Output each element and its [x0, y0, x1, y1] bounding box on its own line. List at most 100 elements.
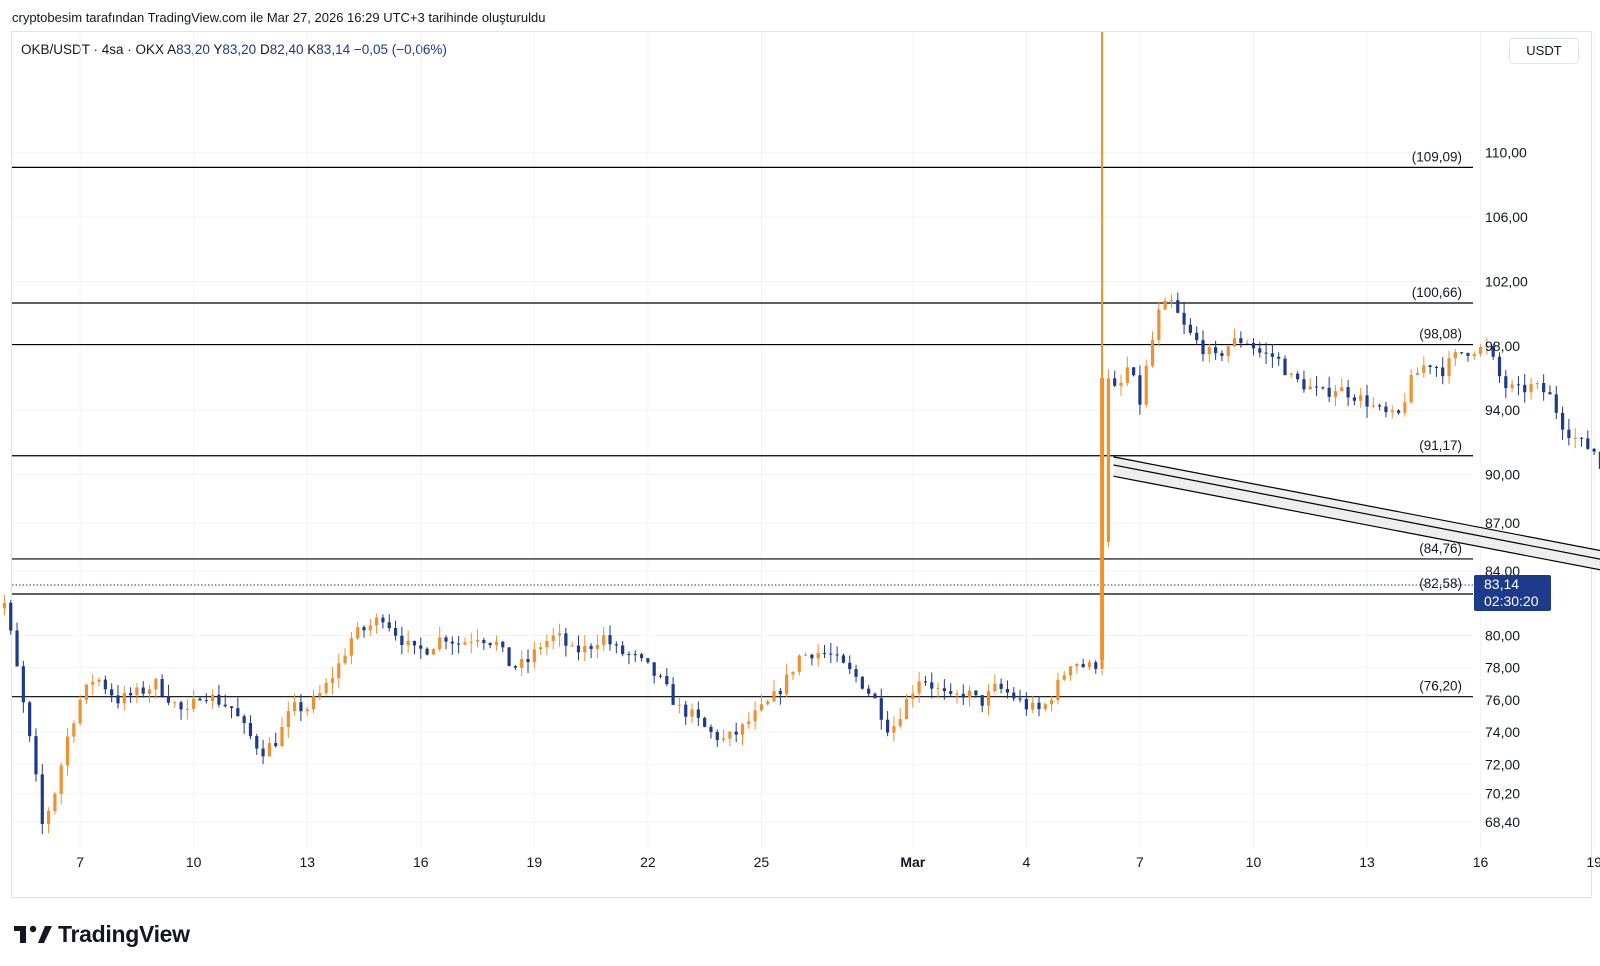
- candle-body: [1478, 347, 1483, 354]
- low-label: D: [259, 42, 270, 57]
- y-tick-label: 78,00: [1485, 660, 1520, 676]
- candle-body: [173, 702, 177, 704]
- candle-body: [154, 678, 158, 690]
- candle-body: [816, 652, 820, 659]
- currency-button[interactable]: USDT: [1509, 38, 1579, 64]
- candle-body: [690, 709, 694, 717]
- level-label: (91,17): [1419, 438, 1462, 453]
- candle-body: [967, 690, 972, 698]
- low-value: 82,40: [269, 42, 304, 57]
- candle-body: [318, 692, 322, 697]
- candle-body: [564, 633, 568, 646]
- channel-fill: [1113, 456, 1600, 570]
- candle-body: [1308, 386, 1312, 390]
- candle-body: [381, 617, 385, 623]
- candle-body: [696, 709, 700, 718]
- candle-body: [261, 748, 265, 757]
- candle-body: [324, 682, 328, 693]
- candle-body: [1119, 382, 1123, 386]
- y-tick-label: 72,00: [1485, 756, 1520, 772]
- y-tick-label: 102,00: [1485, 273, 1528, 289]
- candle-body: [652, 662, 656, 676]
- candle-body: [892, 726, 896, 733]
- descending-channel: [1113, 456, 1600, 571]
- candle-body: [602, 635, 606, 645]
- candle-body: [1523, 384, 1527, 393]
- level-label: (100,66): [1412, 285, 1462, 300]
- candle-body: [583, 645, 587, 653]
- candle-body: [1150, 340, 1155, 366]
- candle-body: [936, 688, 940, 690]
- symbol-info[interactable]: OKB/USDT · 4sa · OKX: [21, 42, 165, 57]
- candle-body: [330, 678, 335, 683]
- candle-body: [1277, 356, 1281, 359]
- candle-body: [942, 688, 946, 692]
- candle-body: [1592, 448, 1596, 452]
- candle-body: [349, 638, 353, 656]
- candle-body: [1384, 406, 1388, 413]
- x-tick-label: 19: [1586, 854, 1600, 870]
- candle-body: [1460, 352, 1464, 354]
- candle-body: [709, 726, 713, 733]
- candle-body: [1510, 384, 1514, 389]
- y-tick-label: 80,00: [1485, 628, 1520, 644]
- close-value: 83,14: [316, 42, 351, 57]
- tradingview-logo-text: TradingView: [58, 920, 190, 947]
- x-tick-label: 22: [640, 854, 656, 870]
- candle-body: [1529, 384, 1533, 393]
- candle-body: [1390, 410, 1394, 413]
- candle-body: [1340, 387, 1344, 392]
- candle-body: [1176, 300, 1180, 313]
- candle-body: [78, 699, 82, 724]
- candle-body: [873, 693, 877, 699]
- candle-body: [1289, 373, 1293, 376]
- high-value: 83,20: [222, 42, 257, 57]
- candle-body: [639, 654, 644, 659]
- candle-body: [835, 654, 839, 656]
- candle-body: [147, 689, 152, 694]
- candle-body: [431, 649, 435, 655]
- candlesticks: [2, 32, 1600, 835]
- candle-body: [570, 645, 574, 647]
- candle-body: [614, 644, 618, 646]
- channel-line-mid: [1113, 464, 1600, 560]
- candle-body: [223, 704, 227, 707]
- candle-body: [803, 654, 808, 656]
- candle-body: [854, 669, 858, 677]
- candle-body: [494, 641, 499, 646]
- candle-body: [65, 736, 70, 766]
- tradingview-logo[interactable]: TradingView: [14, 921, 190, 947]
- candle-body: [9, 602, 13, 631]
- candle-body: [608, 635, 612, 645]
- candle-body: [34, 736, 38, 775]
- candle-body: [1043, 704, 1047, 710]
- candle-body: [1081, 663, 1085, 667]
- x-tick-label: 16: [1473, 854, 1489, 870]
- candle-body: [1075, 663, 1079, 667]
- candle-body: [1327, 387, 1331, 397]
- candle-body: [772, 690, 776, 702]
- candle-body: [1371, 405, 1375, 407]
- candle-body: [1447, 358, 1451, 377]
- candle-body: [595, 644, 600, 649]
- symbol-legend[interactable]: OKB/USDT · 4sa · OKX A83,20 Y83,20 D82,4…: [21, 42, 447, 57]
- candle-body: [179, 702, 183, 710]
- x-tick-label: 4: [1022, 854, 1030, 870]
- candle-body: [1106, 378, 1110, 542]
- candle-body: [1270, 353, 1274, 357]
- x-tick-label: 13: [299, 854, 315, 870]
- candle-body: [1497, 356, 1502, 377]
- candle-body: [1428, 365, 1432, 367]
- candle-body: [1037, 702, 1041, 710]
- candle-body: [1125, 367, 1129, 383]
- level-label: (82,58): [1419, 576, 1462, 591]
- candle-body: [1554, 394, 1558, 413]
- candle-body: [419, 645, 423, 649]
- candle-body: [387, 622, 391, 629]
- candle-body: [1245, 342, 1249, 344]
- x-tick-label: 7: [76, 854, 84, 870]
- candle-body: [311, 696, 316, 710]
- candle-body: [305, 709, 309, 712]
